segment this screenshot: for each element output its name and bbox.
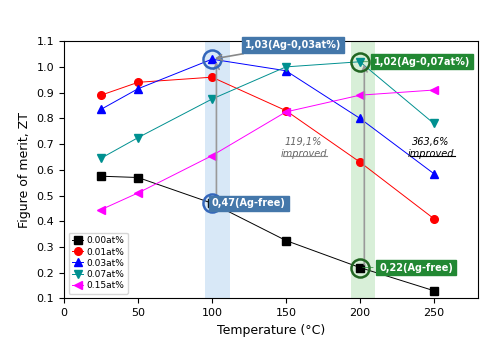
Text: 119,1%
improved: 119,1% improved [281,137,327,159]
Y-axis label: Figure of merit, ZT: Figure of merit, ZT [18,112,31,228]
0.01at% [357,160,363,164]
0.01at% [283,108,289,113]
0.01at% [135,80,141,84]
0.01at% [431,217,437,221]
0.00at% [98,174,104,178]
0.15at% [357,93,363,97]
0.15at% [283,110,289,114]
0.00at% [135,176,141,180]
Legend: 0.00at%, 0.01at%, 0.03at%, 0.07at%, 0.15at%: 0.00at%, 0.01at%, 0.03at%, 0.07at%, 0.15… [69,233,128,294]
X-axis label: Temperature (°C): Temperature (°C) [217,324,325,337]
Text: 0,22(Ag-free): 0,22(Ag-free) [363,262,453,273]
0.07at% [283,65,289,69]
0.15at% [431,88,437,92]
0.01at% [209,75,215,79]
0.07at% [135,135,141,140]
Line: 0.15at%: 0.15at% [97,86,438,213]
0.03at% [283,69,289,73]
Bar [351,41,375,298]
0.00at% [357,265,363,270]
0.15at% [209,154,215,158]
0.00at% [283,238,289,243]
0.03at% [357,116,363,120]
0.07at% [209,97,215,101]
0.07at% [98,156,104,160]
Line: 0.01at%: 0.01at% [97,73,438,223]
Bar [205,41,230,298]
0.03at% [135,87,141,91]
0.03at% [98,107,104,111]
0.07at% [431,121,437,126]
0.00at% [209,201,215,205]
0.03at% [209,57,215,61]
0.07at% [357,60,363,64]
Line: 0.00at%: 0.00at% [97,173,438,295]
0.03at% [431,172,437,176]
0.00at% [431,288,437,293]
Text: 0,47(Ag-free): 0,47(Ag-free) [212,198,286,208]
Line: 0.07at%: 0.07at% [97,58,438,162]
Line: 0.03at%: 0.03at% [97,55,438,177]
Text: 1,02(Ag-0,07at%): 1,02(Ag-0,07at%) [363,57,470,67]
0.15at% [135,191,141,195]
0.15at% [98,208,104,212]
0.01at% [98,93,104,97]
Text: 363,6%
improved: 363,6% improved [408,137,454,159]
Text: 1,03(Ag-0,03at%): 1,03(Ag-0,03at%) [216,40,342,60]
